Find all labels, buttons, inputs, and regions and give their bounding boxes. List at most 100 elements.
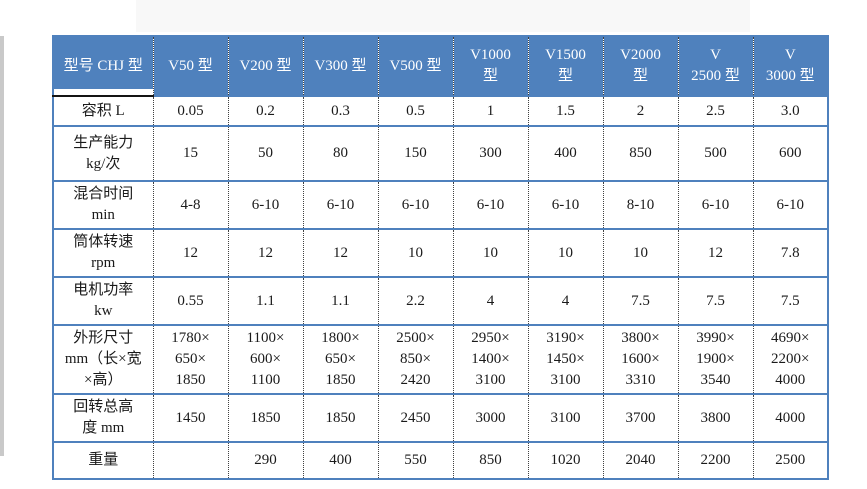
value-cell: 0.5 bbox=[378, 96, 454, 127]
value-cell: 50 bbox=[228, 126, 304, 182]
value-cell: 3000 bbox=[453, 394, 529, 443]
value-cell: 4000 bbox=[753, 394, 828, 443]
value-cell: 550 bbox=[378, 442, 454, 479]
value-cell: 2450 bbox=[378, 394, 454, 443]
value-cell: 4690× 2200× 4000 bbox=[753, 325, 828, 395]
value-cell: 1.1 bbox=[228, 277, 304, 326]
table-row-mixing-time: 混合时间 min 4-8 6-10 6-10 6-10 6-10 6-10 8-… bbox=[53, 181, 828, 230]
header-cell: V 3000 型 bbox=[753, 36, 828, 97]
header-cell: V2000 型 bbox=[603, 36, 679, 97]
table-row-dimensions: 外形尺寸 mm（长×宽 ×高） 1780× 650× 1850 1100× 60… bbox=[53, 325, 828, 395]
value-cell: 7.5 bbox=[753, 277, 828, 326]
value-cell: 400 bbox=[528, 126, 604, 182]
value-cell: 3100 bbox=[528, 394, 604, 443]
value-cell: 6-10 bbox=[753, 181, 828, 230]
value-cell: 1 bbox=[453, 96, 529, 127]
value-cell bbox=[153, 442, 229, 479]
row-label: 筒体转速 rpm bbox=[53, 229, 154, 278]
header-cell: V200 型 bbox=[228, 36, 304, 97]
value-cell: 2 bbox=[603, 96, 679, 127]
value-cell: 4-8 bbox=[153, 181, 229, 230]
value-cell: 600 bbox=[753, 126, 828, 182]
header-cell-model: 型号 CHJ 型 bbox=[53, 36, 154, 97]
value-cell: 6-10 bbox=[378, 181, 454, 230]
value-cell: 850 bbox=[453, 442, 529, 479]
table-row-capacity: 生产能力 kg/次 15 50 80 150 300 400 850 500 6… bbox=[53, 126, 828, 182]
value-cell: 400 bbox=[303, 442, 379, 479]
header-cell: V50 型 bbox=[153, 36, 229, 97]
value-cell: 6-10 bbox=[228, 181, 304, 230]
value-cell: 80 bbox=[303, 126, 379, 182]
value-cell: 3800× 1600× 3310 bbox=[603, 325, 679, 395]
header-cell: V500 型 bbox=[378, 36, 454, 97]
value-cell: 2950× 1400× 3100 bbox=[453, 325, 529, 395]
page-top-shade bbox=[136, 0, 750, 32]
value-cell: 1.5 bbox=[528, 96, 604, 127]
value-cell: 2500 bbox=[775, 452, 806, 468]
value-cell: 1780× 650× 1850 bbox=[153, 325, 229, 395]
value-cell: 12 bbox=[153, 229, 229, 278]
value-cell: 2500× 850× 2420 bbox=[378, 325, 454, 395]
value-cell: 10 bbox=[603, 229, 679, 278]
value-cell: 3800 bbox=[678, 394, 754, 443]
row-label: 混合时间 min bbox=[53, 181, 154, 230]
value-cell: 10 bbox=[378, 229, 454, 278]
value-cell: 3.0 bbox=[753, 96, 828, 127]
value-cell: 150 bbox=[378, 126, 454, 182]
value-cell: 7.8 bbox=[753, 229, 828, 278]
table-row-motor-power: 电机功率 kw 0.55 1.1 1.1 2.2 4 4 7.5 7.5 7.5 bbox=[53, 277, 828, 326]
value-cell: 0.3 bbox=[303, 96, 379, 127]
value-cell: 1800× 650× 1850 bbox=[303, 325, 379, 395]
value-cell: 1.1 bbox=[303, 277, 379, 326]
value-cell: 2200 bbox=[678, 442, 754, 479]
header-row: 型号 CHJ 型 V50 型 V200 型 V300 型 V500 型 V100… bbox=[53, 36, 828, 97]
value-cell: 6-10 bbox=[528, 181, 604, 230]
value-cell: 850 bbox=[603, 126, 679, 182]
value-cell: 1850 bbox=[303, 394, 379, 443]
page-edge-strip bbox=[0, 36, 4, 456]
value-cell: 1450 bbox=[153, 394, 229, 443]
row-label: 外形尺寸 mm（长×宽 ×高） bbox=[53, 325, 154, 395]
value-cell: 3990× 1900× 3540 bbox=[678, 325, 754, 395]
value-cell: 15 bbox=[153, 126, 229, 182]
value-cell: 0.2 bbox=[228, 96, 304, 127]
row-label: 电机功率 kw bbox=[53, 277, 154, 326]
value-cell: 10 bbox=[528, 229, 604, 278]
value-cell: 1100× 600× 1100 bbox=[228, 325, 304, 395]
table-row-total-height: 回转总高 度 mm 1450 1850 1850 2450 3000 3100 … bbox=[53, 394, 828, 443]
value-cell: 4 bbox=[528, 277, 604, 326]
header-cell: V1000 型 bbox=[453, 36, 529, 97]
table-row-volume: 容积 L 0.05 0.2 0.3 0.5 1 1.5 2 2.5 3.0 bbox=[53, 96, 828, 127]
value-cell: 6-10 bbox=[303, 181, 379, 230]
row-label: 容积 L bbox=[53, 96, 154, 127]
value-cell: 2.2 bbox=[378, 277, 454, 326]
value-cell: 2.5 bbox=[678, 96, 754, 127]
value-cell: 7.5 bbox=[603, 277, 679, 326]
value-cell: 3190× 1450× 3100 bbox=[528, 325, 604, 395]
value-cell: 12 bbox=[303, 229, 379, 278]
row-label: 重量 bbox=[53, 442, 154, 479]
spec-table: 型号 CHJ 型 V50 型 V200 型 V300 型 V500 型 V100… bbox=[52, 35, 829, 480]
value-cell: 6-10 bbox=[453, 181, 529, 230]
value-cell: 6-10 bbox=[678, 181, 754, 230]
value-cell: 0.05 bbox=[153, 96, 229, 127]
value-cell: 4 bbox=[453, 277, 529, 326]
value-cell: 10 bbox=[453, 229, 529, 278]
value-cell: 1020 bbox=[528, 442, 604, 479]
value-cell: 0.55 bbox=[153, 277, 229, 326]
value-cell: 3700 bbox=[603, 394, 679, 443]
header-cell: V1500 型 bbox=[528, 36, 604, 97]
value-cell: 8-10 bbox=[603, 181, 679, 230]
value-cell: 300 bbox=[453, 126, 529, 182]
value-cell: 2040 bbox=[603, 442, 679, 479]
table-row-drum-speed: 筒体转速 rpm 12 12 12 10 10 10 10 12 7.8 bbox=[53, 229, 828, 278]
row-label: 回转总高 度 mm bbox=[53, 394, 154, 443]
value-cell: 12 bbox=[228, 229, 304, 278]
row-label: 生产能力 kg/次 bbox=[53, 126, 154, 182]
value-cell: 500 bbox=[678, 126, 754, 182]
header-cell: V300 型 bbox=[303, 36, 379, 97]
table-row-weight: 重量 290 400 550 850 1020 2040 2200 2500 bbox=[53, 442, 828, 479]
value-cell: 12 bbox=[678, 229, 754, 278]
value-cell: 1850 bbox=[228, 394, 304, 443]
